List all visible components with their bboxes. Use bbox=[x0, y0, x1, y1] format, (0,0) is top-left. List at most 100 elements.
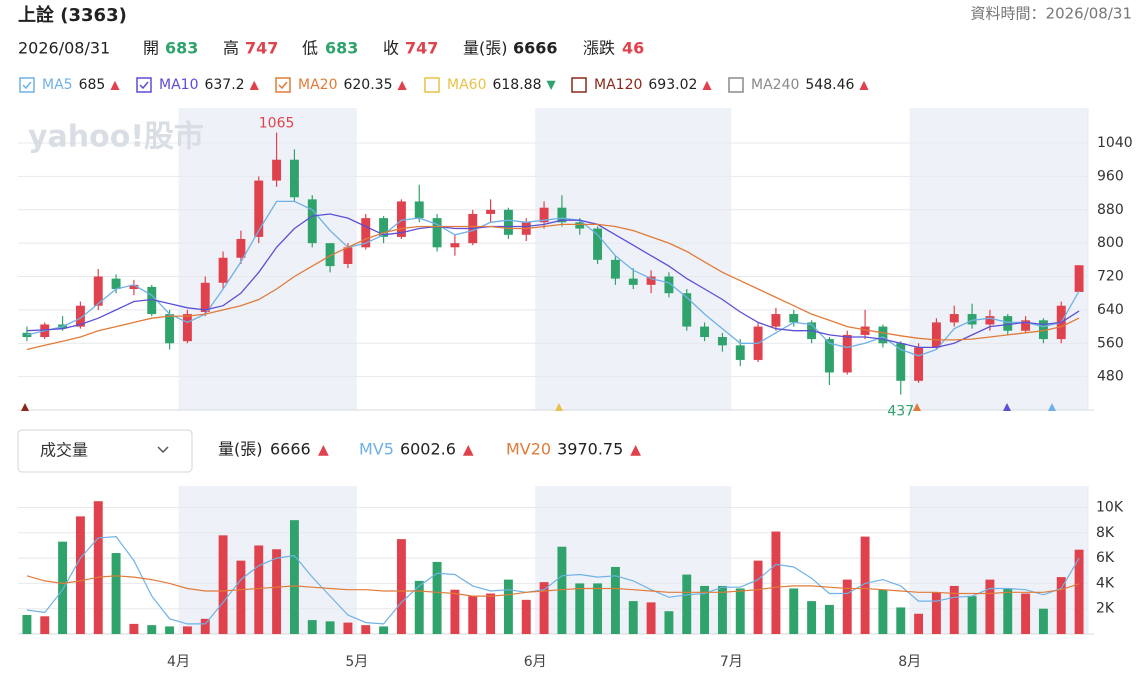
volume-bar bbox=[1038, 608, 1048, 634]
legend-name: MA240 bbox=[751, 77, 799, 93]
volume-bar bbox=[450, 589, 460, 634]
quote-date: 2026/08/31 bbox=[18, 39, 110, 58]
candle-body bbox=[789, 314, 799, 323]
x-tick-label: 7月 bbox=[720, 654, 743, 670]
x-tick-label: 8月 bbox=[898, 654, 921, 670]
candle-body bbox=[1021, 320, 1031, 331]
volume-bar bbox=[985, 579, 995, 634]
volume-bar bbox=[539, 582, 549, 634]
candle-body bbox=[254, 180, 264, 237]
volume-bar bbox=[1021, 593, 1031, 634]
volume-bar bbox=[771, 531, 781, 634]
candle-body bbox=[700, 326, 710, 338]
volume-bar bbox=[468, 596, 478, 634]
candle-body bbox=[967, 314, 977, 325]
close-value: 747 bbox=[405, 39, 438, 58]
high-annotation: 1065 bbox=[259, 116, 295, 132]
volume-bar bbox=[325, 621, 335, 634]
candle-body bbox=[486, 209, 496, 214]
mv-line bbox=[26, 535, 1080, 625]
x-tick-label: 6月 bbox=[524, 654, 547, 670]
volume-bar bbox=[147, 625, 157, 634]
volume-bar bbox=[75, 516, 85, 634]
legend-name: MA120 bbox=[594, 77, 642, 93]
candle-body bbox=[1038, 320, 1048, 340]
y-tick-label: 10K bbox=[1096, 500, 1124, 516]
ma-line bbox=[26, 200, 1080, 357]
candle-body bbox=[985, 316, 995, 325]
candle-body bbox=[129, 284, 139, 290]
mv-legend-name: MV5 bbox=[359, 440, 394, 459]
volume-bar bbox=[40, 616, 50, 634]
candle-body bbox=[860, 326, 870, 335]
y-tick-label: 480 bbox=[1097, 369, 1124, 385]
candle-body bbox=[379, 218, 389, 237]
volume-bar bbox=[610, 566, 620, 634]
legend-trend: ▼ bbox=[546, 78, 556, 92]
volume-bar bbox=[646, 602, 656, 634]
candle-body bbox=[914, 347, 924, 381]
legend-value: 618.88 bbox=[492, 77, 541, 93]
y-tick-label: 560 bbox=[1097, 335, 1124, 351]
volume-bar bbox=[22, 615, 32, 634]
legend-checkbox[interactable] bbox=[424, 77, 440, 93]
legend-value: 685 bbox=[79, 77, 106, 93]
candle-body bbox=[949, 314, 959, 323]
legend-checkbox[interactable] bbox=[728, 77, 744, 93]
y-tick-label: 880 bbox=[1097, 202, 1124, 218]
signal-marker bbox=[913, 403, 921, 411]
legend-name: MA20 bbox=[298, 77, 337, 93]
volume-bar bbox=[878, 589, 888, 634]
candle-body bbox=[307, 199, 317, 244]
candle-body bbox=[575, 222, 585, 229]
candle-body bbox=[1074, 265, 1084, 292]
legend-checkbox[interactable] bbox=[571, 77, 587, 93]
volume-bar bbox=[521, 599, 531, 634]
candle-body bbox=[165, 314, 175, 344]
indicator-dropdown[interactable] bbox=[17, 429, 193, 473]
x-tick-label: 4月 bbox=[167, 654, 190, 670]
candle-body bbox=[93, 276, 103, 306]
low-value: 683 bbox=[325, 39, 358, 58]
legend-name: MA10 bbox=[159, 77, 198, 93]
volume-bar bbox=[254, 545, 264, 634]
vol-header-value: 6666 bbox=[270, 440, 311, 459]
volume-bar bbox=[289, 520, 299, 634]
candle-body bbox=[432, 218, 442, 248]
legend-checkbox[interactable] bbox=[136, 77, 152, 93]
close-label: 收 bbox=[383, 39, 399, 58]
candle-body bbox=[931, 322, 941, 348]
month-band bbox=[178, 486, 357, 634]
volume-bar bbox=[396, 539, 406, 634]
dropdown-chevron bbox=[157, 446, 169, 454]
candle-body bbox=[289, 159, 299, 198]
legend-check bbox=[22, 81, 32, 90]
volume-bar bbox=[860, 536, 870, 634]
candle-body bbox=[646, 276, 656, 285]
legend-checkbox[interactable] bbox=[275, 77, 291, 93]
signal-marker bbox=[1003, 403, 1011, 411]
mv-line bbox=[26, 575, 1080, 597]
signal-marker bbox=[555, 403, 563, 411]
volume-bar bbox=[700, 585, 710, 634]
mv-legend-trend: ▲ bbox=[630, 442, 641, 458]
title: 上詮 (3363) bbox=[18, 4, 127, 26]
legend-checkbox[interactable] bbox=[19, 77, 35, 93]
candle-body bbox=[1003, 316, 1013, 331]
candle-body bbox=[200, 282, 210, 312]
candle-body bbox=[75, 305, 85, 327]
legend-trend: ▲ bbox=[397, 78, 407, 92]
volume-bar bbox=[949, 585, 959, 634]
change-value: 46 bbox=[622, 39, 644, 58]
volume-bar bbox=[753, 560, 763, 634]
dropdown-label: 成交量 bbox=[40, 441, 88, 460]
high-value: 747 bbox=[245, 39, 278, 58]
candle-body bbox=[628, 278, 638, 285]
y-tick-label: 6K bbox=[1096, 550, 1115, 566]
candle-body bbox=[664, 276, 674, 294]
volume-bar bbox=[557, 546, 567, 634]
candle-body bbox=[343, 247, 353, 265]
low-label: 低 bbox=[302, 39, 318, 58]
mv-legend-value: 6002.6 bbox=[400, 440, 456, 459]
